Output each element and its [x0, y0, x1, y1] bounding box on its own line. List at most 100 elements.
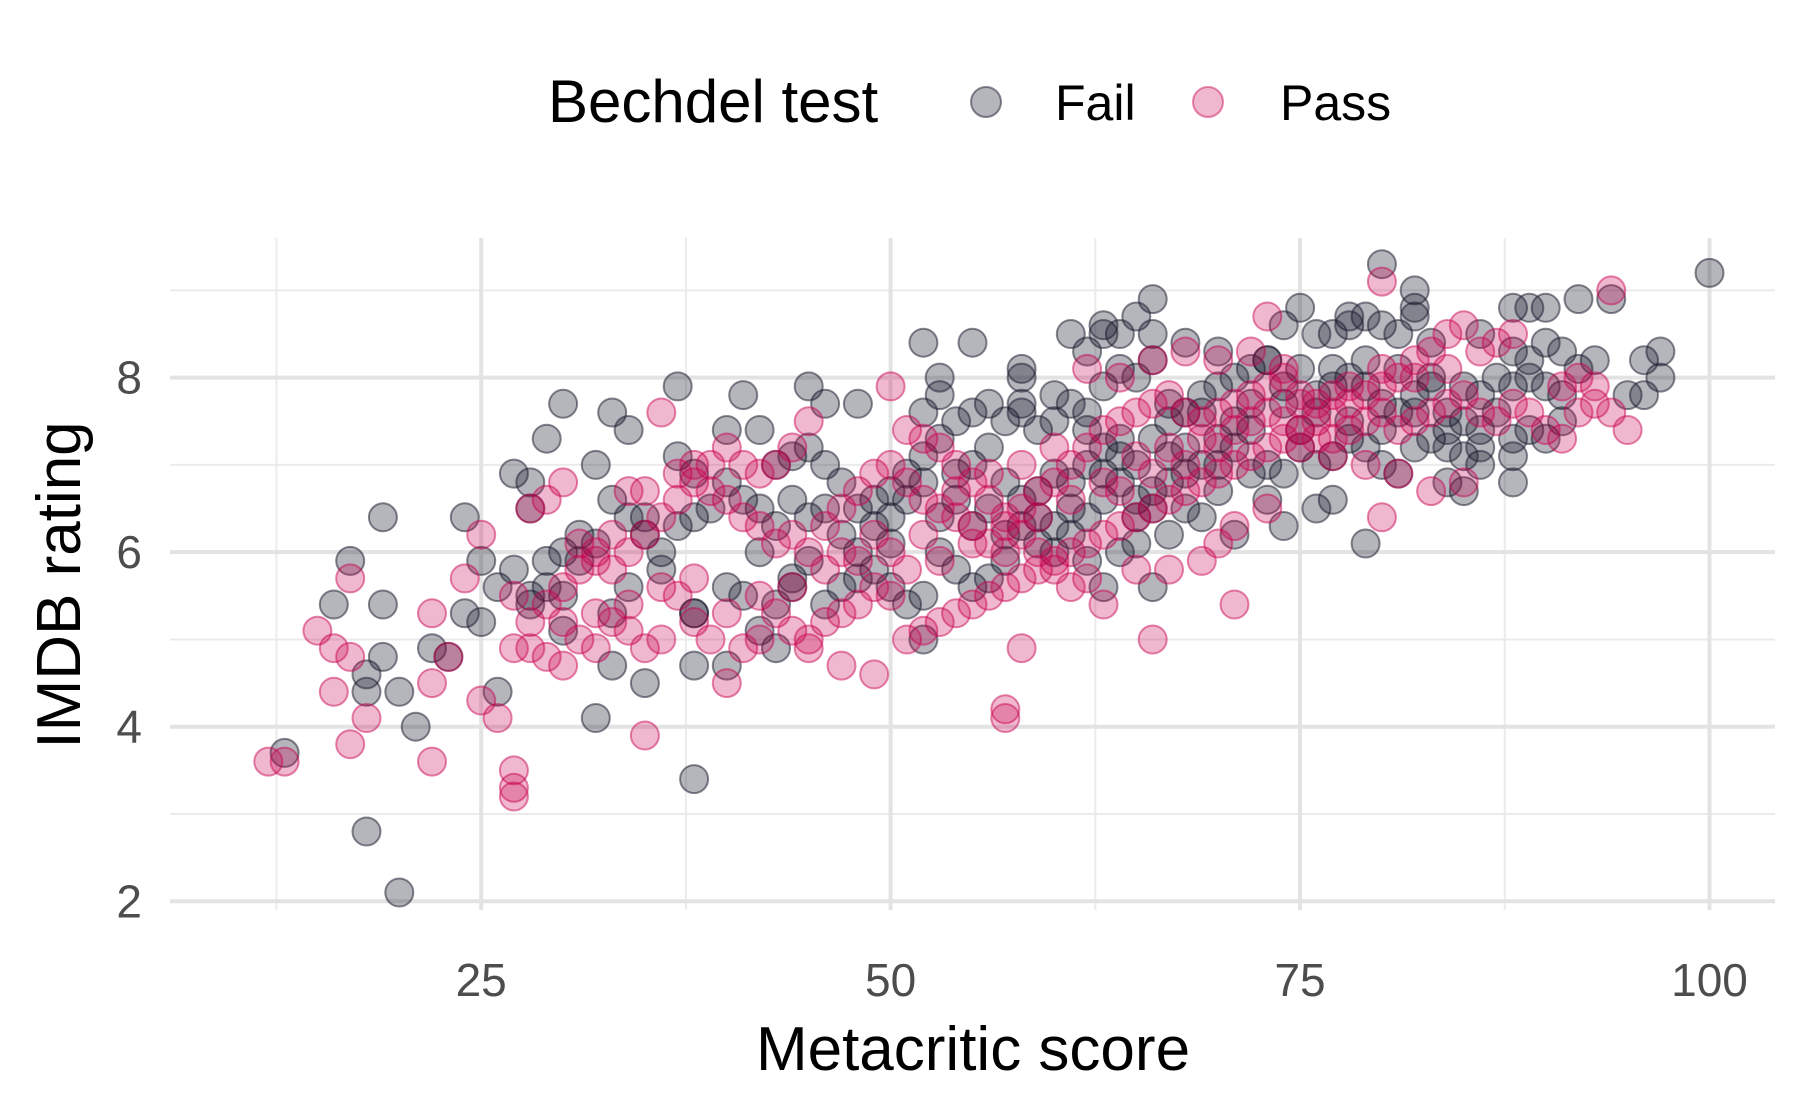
data-point-pass [711, 432, 742, 463]
data-point-pass [433, 641, 464, 672]
data-point-fail [761, 633, 791, 664]
data-point-fail [1137, 345, 1168, 376]
data-point-fail [1514, 415, 1545, 445]
data-point-fail [1399, 432, 1430, 463]
data-point-pass [892, 624, 922, 655]
data-point-fail [335, 545, 366, 576]
data-point-pass [1203, 458, 1234, 489]
data-point-pass [859, 659, 890, 690]
data-point-pass [1366, 502, 1397, 533]
data-point-pass [548, 572, 579, 603]
data-point-fail [777, 484, 808, 515]
data-point-pass [1235, 336, 1266, 367]
data-point-pass [777, 519, 808, 550]
data-point-fail [1350, 345, 1381, 376]
data-point-pass [728, 633, 759, 664]
data-point-pass [1006, 633, 1037, 664]
data-point-fail [1055, 388, 1086, 419]
data-point-pass [793, 537, 824, 568]
data-point-pass [1268, 406, 1299, 437]
data-point-fail [1383, 353, 1414, 384]
data-point-fail [1203, 476, 1234, 507]
data-point-pass [892, 554, 922, 585]
data-point-fail [777, 441, 808, 472]
data-point-pass [1154, 380, 1184, 411]
data-point-pass [1186, 423, 1217, 454]
data-point-fail [1121, 528, 1152, 559]
data-point-fail [1252, 449, 1283, 480]
data-point-fail [1268, 371, 1299, 402]
data-point-fail [613, 572, 644, 603]
data-point-pass [1465, 336, 1496, 367]
data-point-pass [1448, 467, 1479, 498]
data-point-fail [515, 493, 546, 524]
data-point-fail [1235, 415, 1266, 445]
data-point-pass [1350, 449, 1381, 480]
data-point-pass [580, 537, 611, 568]
data-point-pass [941, 598, 972, 629]
data-point-pass [498, 772, 529, 803]
data-point-fail [1088, 484, 1119, 515]
data-point-fail [728, 380, 759, 411]
data-point-pass [810, 554, 841, 585]
data-point-pass [646, 624, 677, 655]
y-axis-title: IMDB rating [25, 421, 94, 748]
data-point-fail [1465, 319, 1496, 349]
data-point-pass [1137, 388, 1168, 419]
data-point-pass [957, 589, 988, 620]
x-tick-labels: 25 50 75 100 [456, 954, 1748, 1006]
data-point-fail [777, 572, 808, 603]
data-point-fail [580, 449, 611, 480]
data-point-pass [1023, 502, 1053, 533]
data-point-pass [1235, 406, 1266, 437]
data-point-fail [924, 537, 955, 568]
data-point-fail [761, 449, 791, 480]
y-tick-label: 4 [116, 701, 142, 753]
data-point-fail [597, 598, 628, 629]
data-point-pass [1498, 388, 1528, 419]
data-point-pass [1563, 397, 1594, 428]
data-point-fail [1498, 371, 1528, 402]
data-point-pass [1268, 353, 1299, 384]
data-point-pass [613, 615, 644, 646]
x-tick-label: 100 [1671, 954, 1748, 1006]
data-point-pass [1203, 397, 1234, 428]
data-point-pass [1023, 476, 1053, 507]
data-point-pass [531, 484, 562, 515]
data-point-pass [1317, 423, 1348, 454]
data-point-pass [957, 511, 988, 541]
data-point-pass [629, 476, 660, 507]
data-point-pass [1448, 310, 1479, 341]
data-point-pass [662, 484, 693, 515]
data-point-fail [1203, 371, 1234, 402]
data-point-pass [990, 572, 1021, 603]
data-point-pass [859, 572, 890, 603]
data-point-pass [1006, 519, 1037, 550]
data-point-pass [1432, 388, 1463, 419]
data-point-pass [990, 511, 1021, 541]
data-point-pass [941, 476, 972, 507]
data-point-fail [400, 711, 431, 742]
data-point-pass [1219, 415, 1250, 445]
data-point-fail [1219, 362, 1250, 393]
data-point-fail [1530, 292, 1561, 323]
data-point-fail [679, 650, 710, 681]
data-point-pass [253, 746, 284, 777]
data-point-pass [1039, 432, 1070, 463]
data-point-fail [1448, 406, 1479, 437]
data-point-pass [531, 641, 562, 672]
data-point-pass [1366, 266, 1397, 297]
data-point-pass [1235, 441, 1266, 472]
data-point-pass [662, 458, 693, 489]
data-point-fail [1055, 493, 1086, 524]
data-point-pass [1579, 371, 1610, 402]
data-point-fail [1563, 353, 1594, 384]
data-point-pass [1563, 362, 1594, 393]
data-point-fail [613, 415, 644, 445]
data-point-fail [482, 676, 513, 707]
data-point-pass [744, 511, 775, 541]
data-point-fail [1547, 406, 1578, 437]
data-point-fail [1432, 432, 1463, 463]
data-point-pass [1350, 406, 1381, 437]
data-point-pass [1219, 589, 1250, 620]
